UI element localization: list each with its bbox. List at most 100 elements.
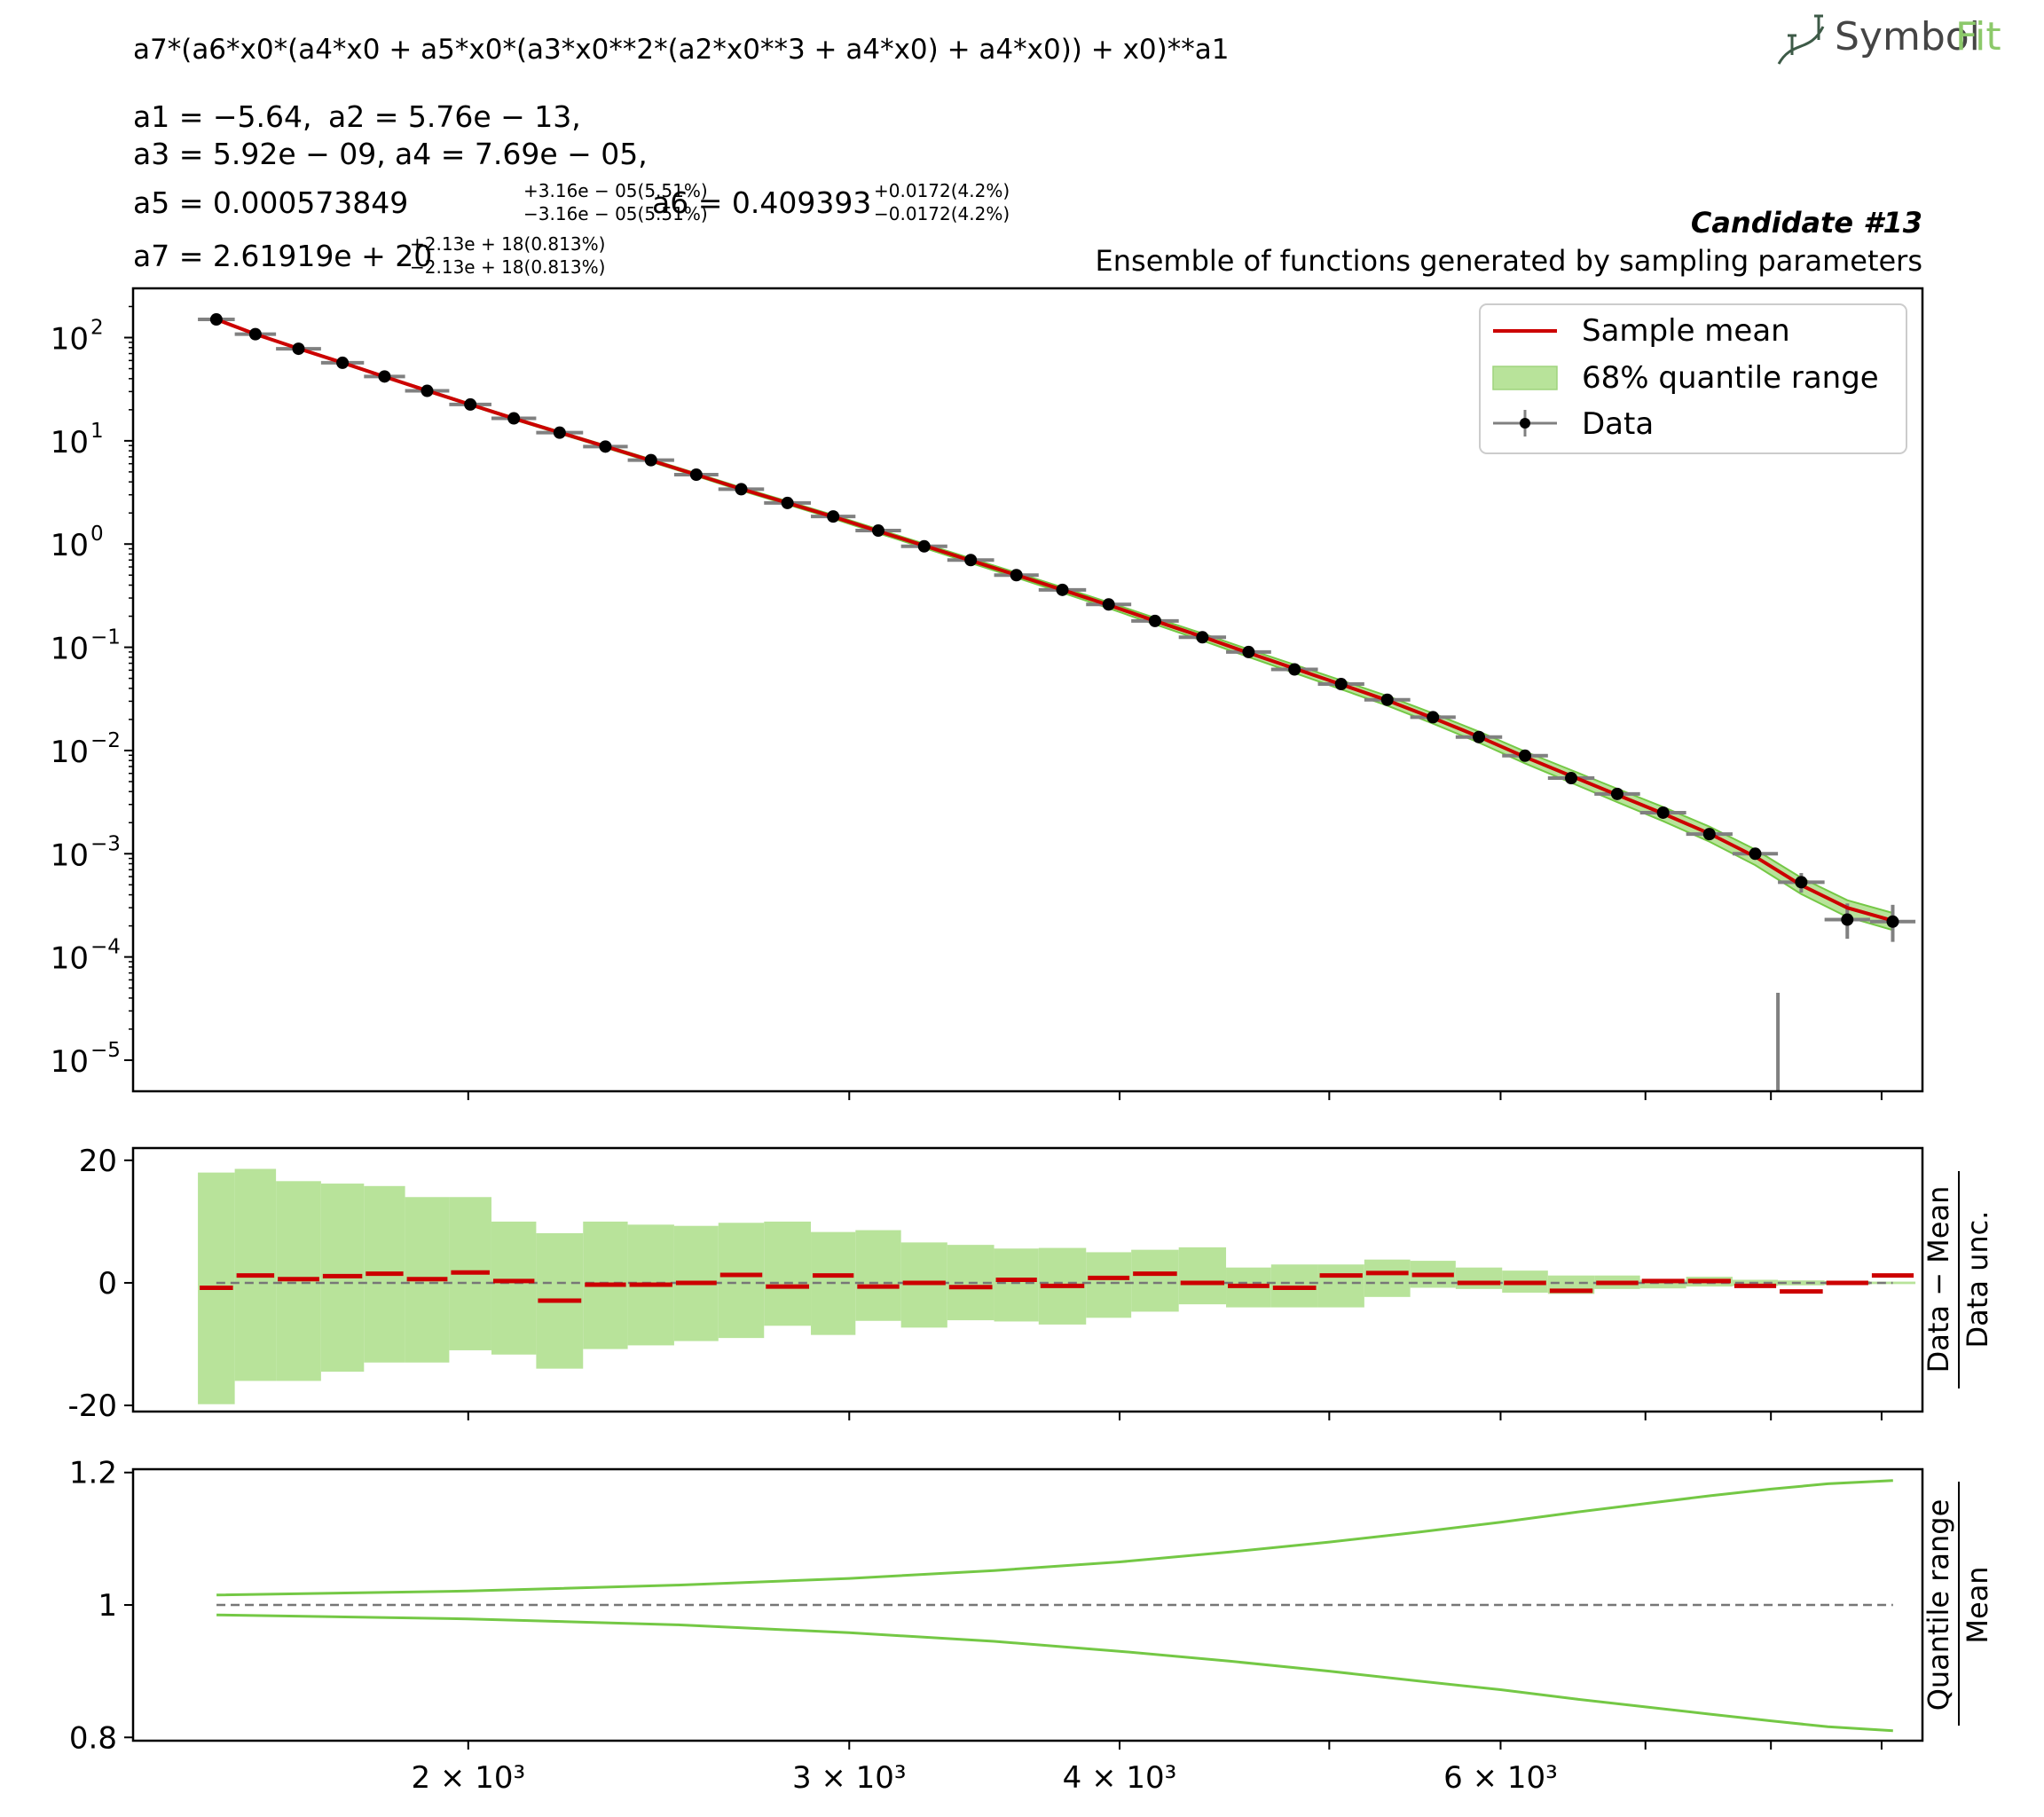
data-point [1886, 915, 1899, 928]
main-mean-layer [216, 318, 1894, 923]
ratio-band-bin [718, 1223, 765, 1339]
data-point [1056, 583, 1069, 596]
x-tick-label: 6 × 10³ [1443, 1760, 1558, 1796]
legend-mean-label: Sample mean [1582, 313, 1790, 349]
data-point [827, 510, 840, 523]
param-a3: a3 = 5.92e − 09, [133, 137, 386, 171]
ratio-band-bin [1317, 1264, 1364, 1308]
quantile-lines-layer [216, 1479, 1893, 1733]
formula-text: a7*(a6*x0*(a4*x0 + a5*x0*(a3*x0**2*(a2*x… [133, 34, 1229, 66]
legend-data-marker [1520, 418, 1530, 429]
data-point [507, 412, 521, 425]
quantile-ytick-label: 1.2 [69, 1456, 117, 1491]
data-point [421, 384, 434, 397]
ratio-band-bin [855, 1230, 901, 1321]
quantile-panel: 1.2 1 0.8 2 × 10³ 3 × 10³ 4 × 10³ 6 × 10³ Qua… [69, 1456, 1994, 1796]
data-point [1242, 645, 1255, 658]
quantile-ytick-label: 1 [98, 1588, 117, 1624]
ratio-x-ticks [467, 1412, 1883, 1420]
ratio-band-bin [1455, 1267, 1503, 1289]
legend: Sample mean 68% quantile range Data [1479, 303, 1907, 454]
data-point [248, 327, 262, 341]
data-point [689, 468, 703, 482]
main-ytick-exponent: −1 [90, 626, 121, 649]
param-a6: a6 = 0.409393 [652, 185, 871, 220]
main-axes-frame [131, 287, 1924, 1093]
data-point [378, 370, 391, 383]
main-ytick-label: 10 [51, 1044, 89, 1080]
ratio-ytick-label: 0 [98, 1266, 117, 1302]
data-point [1427, 711, 1440, 724]
ratio-band-bin [1086, 1252, 1132, 1318]
data-point [1841, 913, 1854, 926]
data-point [599, 440, 612, 453]
main-ytick-exponent: 2 [90, 317, 104, 340]
main-ytick-label: 10 [51, 425, 89, 460]
ratio-band-bin [1778, 1280, 1825, 1286]
ratio-ylabel-bottom: Data unc. [1961, 1211, 1994, 1349]
ratio-y-ticks: 20 0 -20 [67, 1144, 133, 1424]
main-ytick-exponent: 1 [90, 420, 104, 443]
logo-word-fit: Fit [1955, 14, 2001, 59]
quantile-ytick-label: 0.8 [69, 1720, 117, 1756]
data-point [1102, 598, 1115, 611]
param-a2: a2 = 5.76e − 13, [328, 99, 581, 134]
ratio-axes-frame [131, 1146, 1924, 1413]
quantile-lower-line [216, 1613, 1893, 1733]
main-ytick-exponent: −4 [90, 936, 121, 959]
data-point [1702, 828, 1716, 841]
legend-band-label: 68% quantile range [1582, 360, 1879, 396]
main-ytick-label: 10 [51, 632, 89, 667]
quantile-ylabel-bottom: Mean [1961, 1566, 1994, 1643]
main-mean-curve [216, 318, 1894, 923]
param-a7-down: −2.13e + 18(0.813%) [410, 256, 605, 278]
data-point [1795, 876, 1808, 889]
ratio-band-bin [1131, 1249, 1179, 1312]
x-tick-label: 2 × 10³ [411, 1760, 525, 1796]
ratio-band-bin [1639, 1279, 1686, 1289]
param-a6-down: −0.0172(4.2%) [874, 203, 1010, 224]
data-point [464, 397, 477, 411]
x-tick-label: 4 × 10³ [1063, 1760, 1177, 1796]
ratio-ytick-label: 20 [79, 1144, 117, 1179]
legend-data-label: Data [1582, 406, 1654, 442]
ratio-band-bin [1364, 1259, 1411, 1297]
main-x-ticks [467, 1091, 1883, 1100]
param-a5-down: −3.16e − 05(5.51%) [523, 203, 708, 224]
ratio-ytick-label: -20 [67, 1388, 117, 1424]
param-a6-up: +0.0172(4.2%) [874, 180, 1010, 201]
data-point [1380, 693, 1394, 706]
data-point [871, 524, 884, 538]
data-point [1473, 730, 1486, 743]
candidate-title: Candidate #13 [1691, 206, 1922, 240]
main-ytick-label: 10 [51, 735, 89, 770]
ratio-ylabel-top: Data − Mean [1922, 1186, 1955, 1373]
main-ytick-label: 10 [51, 528, 89, 563]
legend-frame [1479, 303, 1907, 454]
quantile-upper-line [216, 1479, 1893, 1597]
chart-subtitle: Ensemble of functions generated by sampl… [1096, 244, 1922, 278]
data-point [209, 313, 223, 326]
param-a7-up: +2.13e + 18(0.813%) [410, 233, 605, 255]
main-ytick-exponent: −2 [90, 729, 121, 752]
data-point [1334, 678, 1348, 691]
ratio-band-bin [994, 1248, 1039, 1322]
data-point [1519, 749, 1532, 762]
data-point [1656, 806, 1670, 819]
data-point [1288, 663, 1301, 676]
main-ytick-label: 10 [51, 838, 89, 873]
param-a5: a5 = 0.000573849 [133, 185, 408, 220]
data-point [1565, 772, 1578, 785]
data-point [644, 453, 657, 467]
data-point [1610, 787, 1623, 800]
data-point [917, 539, 931, 553]
param-a7: a7 = 2.61919e + 20 [133, 239, 432, 273]
param-a4: a4 = 7.69e − 05, [395, 137, 648, 171]
param-a5-up: +3.16e − 05(5.51%) [523, 180, 708, 201]
logo-word-symbol: Symbol [1835, 14, 1980, 59]
quantile-ylabel-top: Quantile range [1922, 1499, 1955, 1711]
ratio-band-bin [764, 1221, 812, 1326]
ratio-values-layer [200, 1270, 1914, 1303]
